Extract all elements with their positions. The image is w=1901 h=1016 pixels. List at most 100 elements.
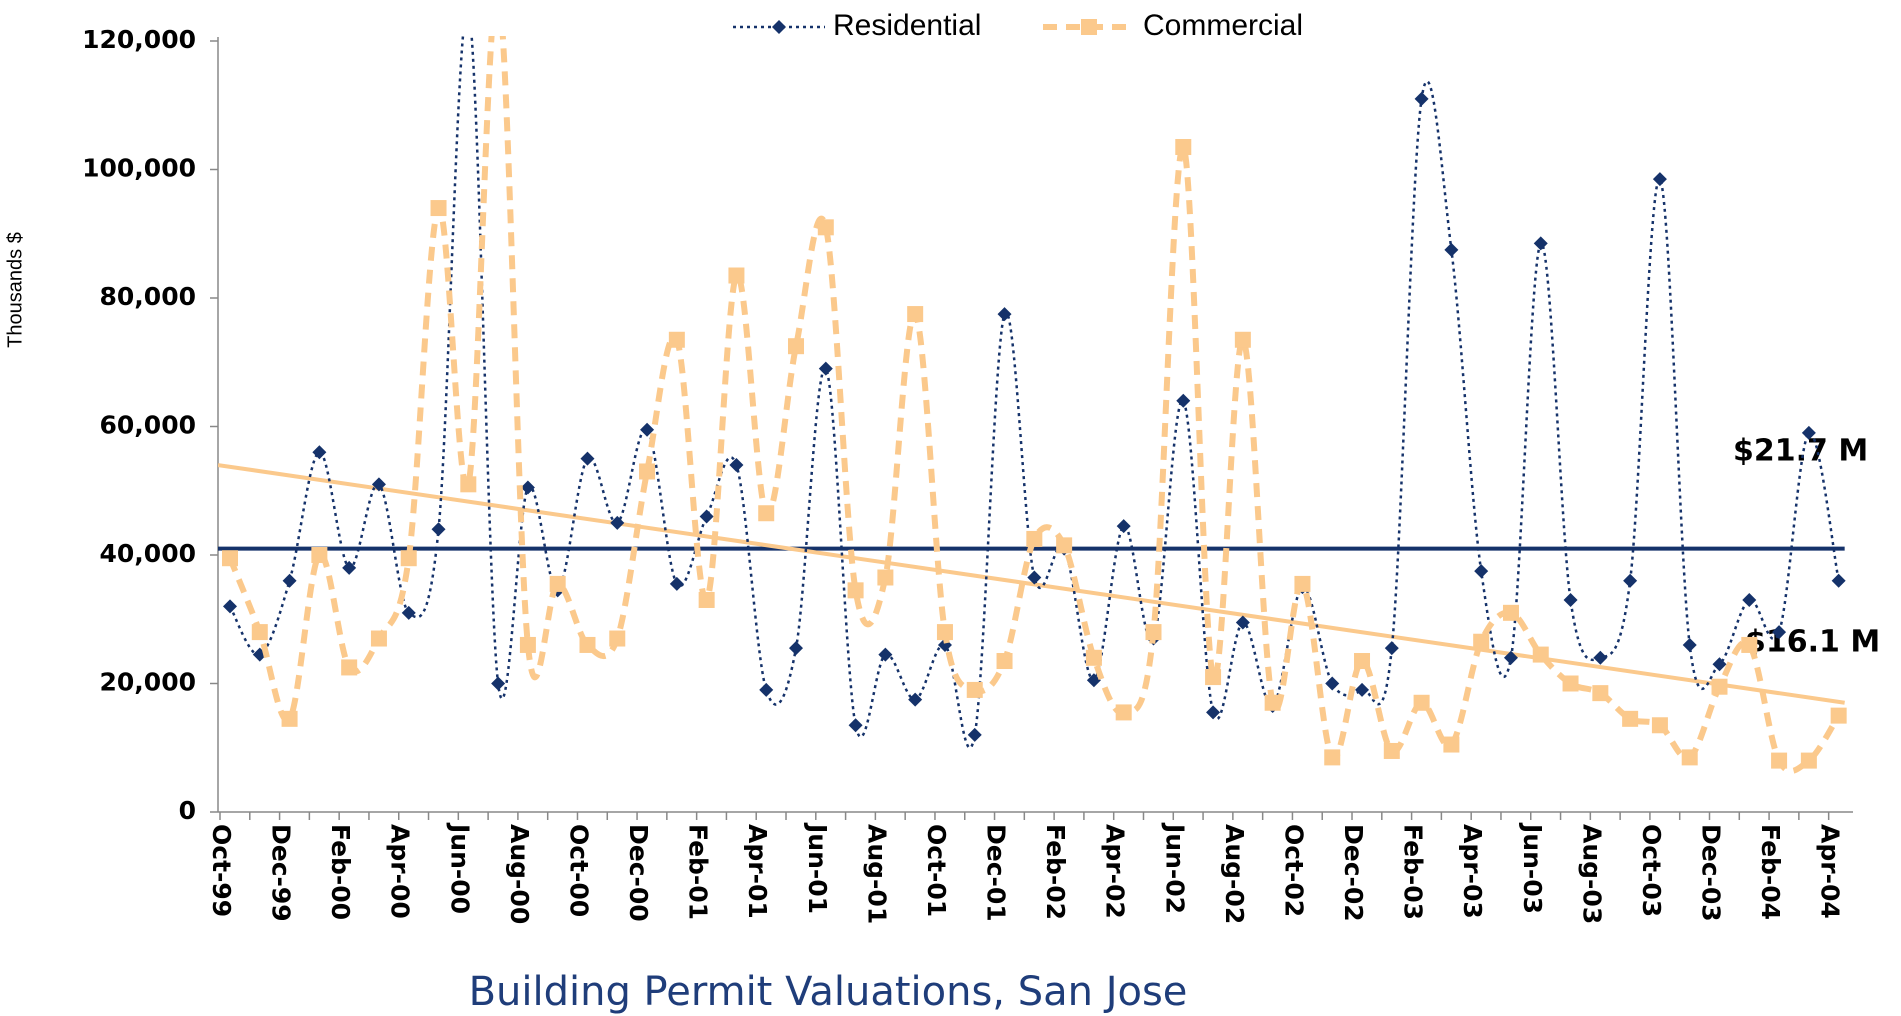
- point: [1264, 694, 1281, 711]
- point: [430, 200, 447, 217]
- x-tick-label: Oct-02: [1279, 824, 1308, 917]
- point: [1026, 530, 1043, 547]
- point: [967, 727, 982, 742]
- x-tick-label: Oct-01: [922, 824, 951, 917]
- y-tick-label: 60,000: [100, 411, 196, 440]
- point: [281, 710, 298, 727]
- x-tick-label: Dec-99: [267, 824, 296, 922]
- point: [1772, 625, 1787, 640]
- point: [1593, 650, 1608, 665]
- point: [699, 509, 714, 524]
- x-tick-label: Aug-03: [1577, 824, 1606, 924]
- point: [1741, 636, 1758, 653]
- point: [1800, 752, 1817, 769]
- legend-marker: [772, 20, 786, 34]
- point: [1175, 139, 1192, 156]
- x-tick-label: Apr-00: [386, 824, 415, 919]
- point: [1592, 685, 1609, 702]
- point: [1354, 653, 1371, 670]
- point: [1145, 624, 1162, 641]
- x-tick-label: Dec-00: [624, 824, 653, 922]
- point: [1383, 742, 1400, 759]
- point: [1502, 604, 1519, 621]
- point: [1235, 615, 1250, 630]
- point: [1384, 641, 1399, 656]
- point: [1176, 393, 1191, 408]
- point: [1712, 657, 1727, 672]
- x-tick-label: Jun-02: [1160, 822, 1189, 914]
- point: [609, 630, 626, 647]
- point: [759, 682, 774, 697]
- series-line: [228, 36, 1840, 749]
- point: [1682, 637, 1697, 652]
- series-line: [227, 36, 1842, 775]
- point: [1651, 717, 1668, 734]
- point: [610, 515, 625, 530]
- y-tick-label: 40,000: [100, 539, 196, 568]
- point: [1414, 91, 1429, 106]
- point: [1801, 425, 1816, 440]
- y-tick-label: 0: [179, 796, 196, 825]
- x-tick-label: Aug-00: [505, 824, 534, 924]
- x-tick-label: Apr-03: [1458, 824, 1487, 919]
- point: [282, 573, 297, 588]
- point: [1205, 669, 1222, 686]
- point: [311, 547, 328, 563]
- point: [1623, 573, 1638, 588]
- point: [341, 659, 358, 676]
- point: [997, 307, 1012, 322]
- point: [520, 480, 535, 495]
- point: [1294, 575, 1311, 592]
- point: [907, 306, 924, 323]
- point: [729, 458, 744, 473]
- x-tick-label: Aug-02: [1220, 824, 1249, 924]
- point: [1830, 707, 1847, 724]
- point: [728, 267, 745, 284]
- point: [669, 576, 684, 591]
- point: [1562, 675, 1579, 692]
- x-tick-label: Feb-03: [1399, 824, 1428, 920]
- y-axis-label: Thousands $: [4, 232, 26, 348]
- point: [847, 582, 864, 599]
- point: [966, 681, 983, 698]
- point: [908, 692, 923, 707]
- x-tick-label: Aug-01: [862, 824, 891, 924]
- point: [1413, 694, 1430, 711]
- point: [401, 605, 416, 620]
- point: [1085, 649, 1102, 666]
- point: [788, 338, 805, 355]
- y-tick-label: 120,000: [82, 25, 196, 54]
- point: [371, 477, 386, 492]
- point: [342, 560, 357, 575]
- point: [312, 445, 327, 460]
- point: [370, 630, 387, 647]
- x-tick-label: Feb-04: [1756, 824, 1785, 920]
- point: [996, 653, 1013, 670]
- x-tick-label: Apr-01: [743, 824, 772, 919]
- x-tick-label: Jun-01: [803, 822, 832, 914]
- point: [1056, 537, 1073, 554]
- point: [789, 641, 804, 656]
- point: [1324, 749, 1341, 766]
- point: [1622, 710, 1639, 727]
- legend-label: Residential: [833, 9, 981, 42]
- point: [1473, 633, 1490, 650]
- point: [758, 505, 775, 522]
- point: [1444, 242, 1459, 257]
- point: [936, 624, 953, 641]
- x-tick-label: Oct-00: [564, 824, 593, 917]
- point: [222, 550, 238, 567]
- point: [817, 219, 834, 236]
- legend-label: Commercial: [1143, 9, 1303, 42]
- x-tick-label: Apr-04: [1816, 824, 1845, 919]
- x-tick-label: Feb-01: [684, 824, 713, 920]
- point: [848, 718, 863, 733]
- point: [1443, 736, 1460, 753]
- point: [251, 624, 268, 641]
- point: [460, 476, 477, 493]
- point: [1742, 592, 1757, 607]
- point: [400, 550, 417, 567]
- point: [461, 2, 475, 16]
- trendline: [218, 463, 1845, 705]
